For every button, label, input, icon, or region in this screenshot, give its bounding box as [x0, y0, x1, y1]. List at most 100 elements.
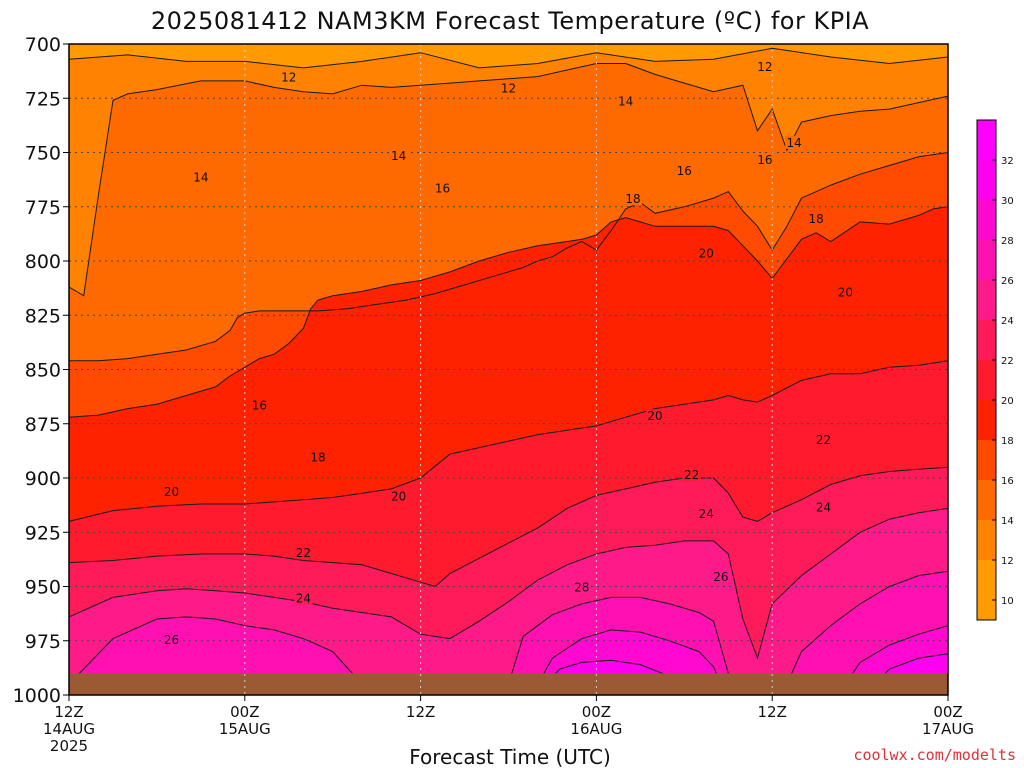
- contour-label: 14: [193, 171, 208, 185]
- contour-label-bg: [624, 192, 643, 206]
- contour-label: 20: [647, 409, 662, 423]
- colorbar-swatch-26: [977, 240, 996, 280]
- contour-label: 14: [618, 95, 633, 109]
- contour-label-bg: [279, 70, 298, 84]
- colorbar-tick-label: 32: [1001, 156, 1014, 167]
- band-26-28: [69, 571, 948, 695]
- contour-22: [68, 466, 949, 588]
- colorbar-frame: [976, 119, 997, 621]
- chart-title: 2025081412 NAM3KM Forecast Temperature (…: [151, 7, 869, 35]
- y-tick-label: 825: [25, 305, 61, 327]
- contour-label: 16: [252, 398, 267, 412]
- y-tick-label: 1000: [13, 685, 61, 707]
- x-tick-label: 14AUG: [43, 720, 95, 738]
- colorbar-tick-label: 10: [1001, 596, 1014, 607]
- contour-label: 20: [391, 490, 406, 504]
- y-tick-label: 700: [25, 34, 61, 56]
- contour-label: 22: [816, 433, 831, 447]
- contour-label: 24: [816, 500, 831, 514]
- contour-label: 20: [699, 246, 714, 260]
- contour-label: 14: [787, 136, 802, 150]
- contour-label: 12: [281, 71, 296, 85]
- colorbar-tick-label: 24: [1001, 316, 1014, 327]
- contour-label: 16: [435, 181, 450, 195]
- y-tick-label: 975: [25, 631, 61, 653]
- colorbar-tick-label: 20: [1001, 396, 1014, 407]
- contour-28: [537, 625, 949, 685]
- y-tick-label: 925: [25, 522, 61, 544]
- colorbar-tick-label: 22: [1001, 356, 1014, 367]
- contour-label-bg: [250, 398, 269, 412]
- plot-area: 12 12 12 14 14 14 14 16 16 16 16 18 18 18 20 20 20 20 20 22…: [68, 43, 949, 696]
- contour-label-bg: [755, 153, 774, 167]
- colorbar-tick-label: 18: [1001, 436, 1014, 447]
- contour-label-bg: [785, 135, 804, 149]
- y-tick-label: 875: [25, 414, 61, 436]
- contour-label-bg: [389, 148, 408, 162]
- colorbar-swatch-14: [977, 480, 996, 520]
- contour-label: 14: [391, 149, 406, 163]
- y-tick-label: 900: [25, 468, 61, 490]
- x-axis-label: Forecast Time (UTC): [409, 745, 611, 768]
- contour-label-bg: [697, 246, 716, 260]
- y-tick-label: 775: [25, 197, 61, 219]
- colorbar-tick-label: 12: [1001, 556, 1014, 567]
- x-tick-label: 12Z: [758, 703, 787, 721]
- contour-20: [68, 360, 949, 522]
- contour-label: 22: [296, 546, 311, 560]
- contour-label-bg: [389, 489, 408, 503]
- contour-16: [69, 152, 949, 362]
- colorbar-swatch-12: [977, 520, 996, 560]
- contour-label: 12: [501, 82, 516, 96]
- contour-label-bg: [814, 433, 833, 447]
- contour-label-bg: [675, 164, 694, 178]
- contour-label: 20: [838, 286, 853, 300]
- colorbar-swatch-16: [977, 440, 996, 480]
- colorbar-tick-label: 28: [1001, 236, 1014, 247]
- contour-label-bg: [433, 181, 452, 195]
- ground-surface: [69, 673, 948, 695]
- contour-26: [68, 570, 949, 685]
- colorbar-tick-label: 30: [1001, 196, 1014, 207]
- x-tick-label: 2025: [50, 737, 88, 755]
- contour-label-bg: [711, 569, 730, 583]
- colorbar-swatch-24: [977, 280, 996, 320]
- y-tick-label: 725: [25, 88, 61, 110]
- contour-label-bg: [294, 591, 313, 605]
- contour-12: [68, 47, 949, 69]
- x-tick-label: 00Z: [230, 703, 259, 721]
- y-tick-label: 800: [25, 251, 61, 273]
- colorbar-tick-label: 16: [1001, 476, 1014, 487]
- x-tick-label: 15AUG: [219, 720, 271, 738]
- contour-label-bg: [646, 409, 664, 423]
- colorbar-tick-label: 14: [1001, 516, 1014, 527]
- x-tick-label: 12Z: [54, 703, 83, 721]
- contour-label: 18: [625, 192, 640, 206]
- contour-label-bg: [807, 211, 826, 225]
- contour-label: 26: [713, 570, 728, 584]
- contour-label: 20: [164, 485, 179, 499]
- contour-label: 16: [677, 164, 692, 178]
- contour-label: 28: [574, 581, 589, 595]
- contour-18: [68, 206, 949, 418]
- contour-label: 18: [310, 450, 325, 464]
- y-tick-label: 850: [25, 360, 61, 382]
- contour-label: 18: [809, 212, 824, 226]
- colorbar-swatch-32: [977, 120, 996, 160]
- contour-label-bg: [162, 485, 181, 499]
- colorbar-swatch-9: [977, 560, 996, 620]
- contour-label-bg: [162, 632, 181, 646]
- x-tick-label: 16AUG: [570, 720, 622, 738]
- colorbar-swatch-20: [977, 360, 996, 400]
- contour-label: 16: [757, 153, 772, 167]
- y-tick-label: 950: [25, 577, 61, 599]
- colorbar-swatch-22: [977, 320, 996, 360]
- contour-24: [68, 507, 949, 660]
- colorbar-tick-label: 26: [1001, 276, 1014, 287]
- contour-label-bg: [682, 467, 701, 481]
- contour-label-bg: [309, 450, 328, 464]
- contour-labels: 12 12 12 14 14 14 14 16 16 16 16 18 18 18 20 20 20 20 20 22…: [162, 59, 855, 647]
- grid-lines: [69, 44, 948, 695]
- contour-label-bg: [814, 500, 833, 514]
- x-tick-label: 12Z: [406, 703, 435, 721]
